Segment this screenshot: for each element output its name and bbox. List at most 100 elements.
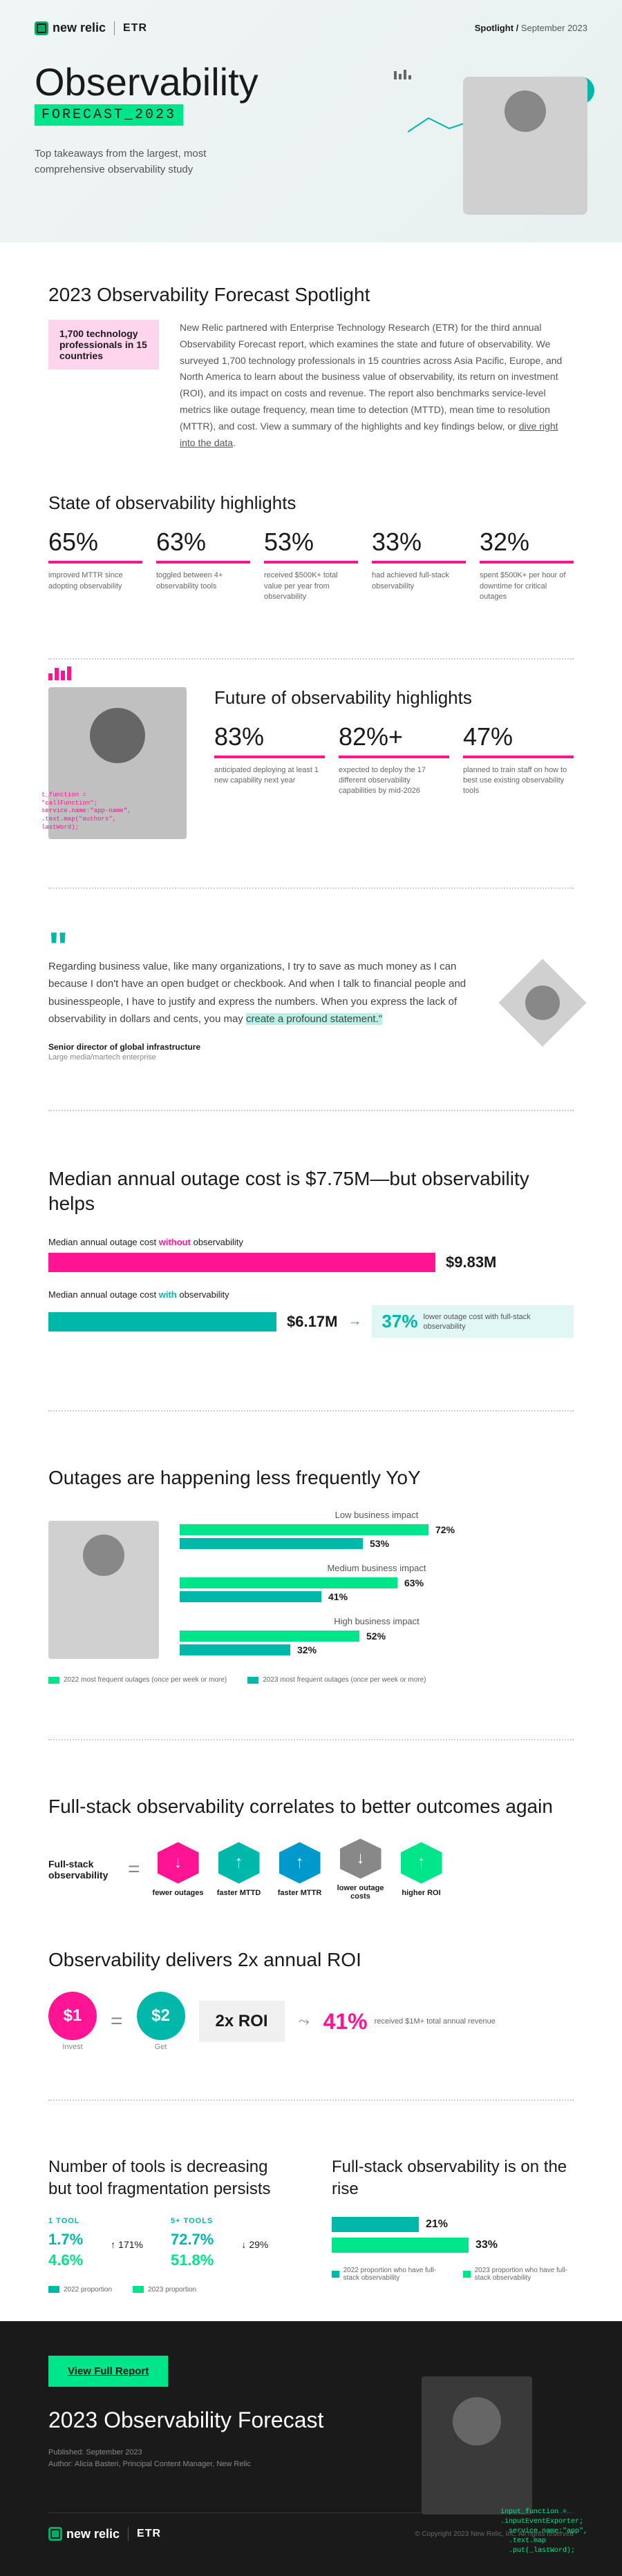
hero: Observability FORECAST_2023 Top takeaway… <box>35 63 587 215</box>
stat-bar <box>339 756 449 758</box>
hex-label: higher ROI <box>402 1889 440 1897</box>
yoy-heading: Outages are happening less frequently Yo… <box>48 1467 574 1489</box>
state-highlights: State of observability highlights 65% im… <box>0 479 622 630</box>
stat-bar <box>463 756 574 758</box>
top-bar: new relic ETR Spotlight / September 2023 <box>35 21 587 35</box>
dotted-divider <box>48 887 574 889</box>
stat-value: 47% <box>463 722 574 751</box>
hex-item: ↑ higher ROI <box>394 1838 449 1901</box>
cost-with-group: Median annual outage cost with observabi… <box>48 1289 574 1338</box>
hex-group: ↓ fewer outages ↑ faster MTTD ↑ faster M… <box>151 1838 449 1901</box>
tools-col-2: Full-stack observability is on the rise … <box>332 2156 574 2293</box>
newrelic-logo: new relic <box>35 21 106 35</box>
arrow-right-icon: → <box>348 1314 361 1329</box>
rise-bar-2022: 21% <box>332 2217 574 2232</box>
yoy-group-label: High business impact <box>180 1616 574 1626</box>
forecast-tag: FORECAST_2023 <box>35 104 183 126</box>
stat-item: 32% spent $500K+ per hour of downtime fo… <box>480 528 574 602</box>
equals-icon: = <box>128 1858 140 1881</box>
roi-text: received $1M+ total annual revenue <box>375 2017 496 2026</box>
yoy-bar-2022: 52% <box>180 1631 574 1642</box>
hero-image <box>394 63 587 215</box>
future-stat-row: 83% anticipated deploying at least 1 new… <box>214 722 574 797</box>
spotlight-date: Spotlight / September 2023 <box>475 23 587 33</box>
swatch-2023 <box>247 1677 258 1684</box>
cost-with-bar-row: $6.17M → 37% lower outage cost with full… <box>48 1305 574 1338</box>
stat-value: 53% <box>264 528 358 557</box>
cost-without-label: Median annual outage cost without observ… <box>48 1237 574 1247</box>
cost-with-bar <box>48 1312 276 1332</box>
header-section: new relic ETR Spotlight / September 2023… <box>0 0 622 242</box>
stat-item: 33% had achieved full-stack observabilit… <box>372 528 466 602</box>
dotted-divider <box>48 658 574 660</box>
tools-stats: 1 TOOL 1.7% 4.6% ↑ 171% 5+ TOOLS 72.7% 5… <box>48 2217 290 2272</box>
dotted-divider <box>48 1410 574 1412</box>
yoy-group: High business impact 52% 32% <box>180 1616 574 1655</box>
quote-section: " Regarding business value, like many or… <box>0 916 622 1082</box>
state-stat-row: 65% improved MTTR since adopting observa… <box>48 528 574 602</box>
yoy-section: Outages are happening less frequently Yo… <box>0 1439 622 1711</box>
yoy-legend: 2022 most frequent outages (once per wee… <box>48 1676 574 1684</box>
cost-without-group: Median annual outage cost without observ… <box>48 1237 574 1272</box>
intro-section: 2023 Observability Forecast Spotlight 1,… <box>0 242 622 479</box>
stat-item: 53% received $500K+ total value per year… <box>264 528 358 602</box>
stat-value: 63% <box>156 528 250 557</box>
stat-bar <box>214 756 325 758</box>
quote-body: Regarding business value, like many orga… <box>48 958 574 1061</box>
yoy-person-photo <box>48 1521 159 1659</box>
future-content: Future of observability highlights 83% a… <box>214 687 574 797</box>
dotted-divider <box>48 2099 574 2101</box>
stat-label: anticipated deploying at least 1 new cap… <box>214 765 325 787</box>
tools-legend-2022: 2022 proportion <box>48 2286 112 2294</box>
tool-5-group: 5+ TOOLS 72.7% 51.8% <box>171 2217 214 2272</box>
roi-result: 41% received $1M+ total annual revenue <box>323 2009 496 2035</box>
tool-5-change: ↓ 29% <box>241 2239 268 2250</box>
hex-item: ↓ lower outage costs <box>333 1838 388 1901</box>
footer-newrelic-logo: new relic <box>48 2527 120 2541</box>
footer-code: input_function = .inputEventExporter; se… <box>500 2508 587 2556</box>
tool-1-v2023: 4.6% <box>48 2251 83 2269</box>
yoy-group: Low business impact 72% 53% <box>180 1510 574 1549</box>
correlates-label: Full-stack observability <box>48 1858 117 1881</box>
quote-role: Large media/martech enterprise <box>48 1053 491 1061</box>
stat-item: 83% anticipated deploying at least 1 new… <box>214 722 325 797</box>
footer-newrelic-icon <box>48 2527 62 2541</box>
cost-without-bar <box>48 1253 435 1272</box>
roi-invest-label: Invest <box>48 2043 97 2051</box>
quote-author: Senior director of global infrastructure <box>48 1042 491 1052</box>
stat-bar <box>372 561 466 564</box>
stat-item: 82%+ expected to deploy the 17 different… <box>339 722 449 797</box>
footer-profile-photo <box>422 2376 532 2515</box>
stat-label: toggled between 4+ observability tools <box>156 570 250 592</box>
tool-1-v2022: 1.7% <box>48 2231 83 2249</box>
legend-2022: 2022 most frequent outages (once per wee… <box>48 1676 227 1684</box>
dotted-divider <box>48 1739 574 1740</box>
logo-group: new relic ETR <box>35 21 147 35</box>
legend-2023: 2023 most frequent outages (once per wee… <box>247 1676 426 1684</box>
footer-section: View Full Report 2023 Observability Fore… <box>0 2321 622 2576</box>
stat-value: 65% <box>48 528 142 557</box>
stat-label: planned to train staff on how to best us… <box>463 765 574 797</box>
stat-value: 32% <box>480 528 574 557</box>
cost-without-val: $9.83M <box>446 1253 496 1271</box>
roi-row: $1 Invest = $2 Get 2x ROI ⤳ 41% received… <box>48 1992 574 2051</box>
correlates-heading: Full-stack observability correlates to b… <box>48 1796 574 1818</box>
tools-legend-2023: 2023 proportion <box>133 2286 196 2294</box>
quote-content: Regarding business value, like many orga… <box>48 958 491 1061</box>
tool-1-header: 1 TOOL <box>48 2217 83 2225</box>
stat-value: 82%+ <box>339 722 449 751</box>
stat-bar <box>264 561 358 564</box>
stat-value: 83% <box>214 722 325 751</box>
intro-text: New Relic partnered with Enterprise Tech… <box>180 320 574 451</box>
cost-savings-badge: 37% lower outage cost with full-stack ob… <box>372 1305 574 1338</box>
stat-bar <box>156 561 250 564</box>
view-report-button[interactable]: View Full Report <box>48 2356 168 2387</box>
yoy-bar-2022: 72% <box>180 1524 574 1535</box>
mini-chart-icon <box>394 70 411 79</box>
hex-label: faster MTTR <box>278 1889 322 1897</box>
correlates-section: Full-stack observability correlates to b… <box>0 1768 622 1928</box>
hex-shape: ↓ <box>340 1838 381 1878</box>
hex-shape: ↑ <box>279 1842 321 1883</box>
newrelic-icon <box>35 21 48 35</box>
rise-bars: 21% 33% <box>332 2217 574 2253</box>
